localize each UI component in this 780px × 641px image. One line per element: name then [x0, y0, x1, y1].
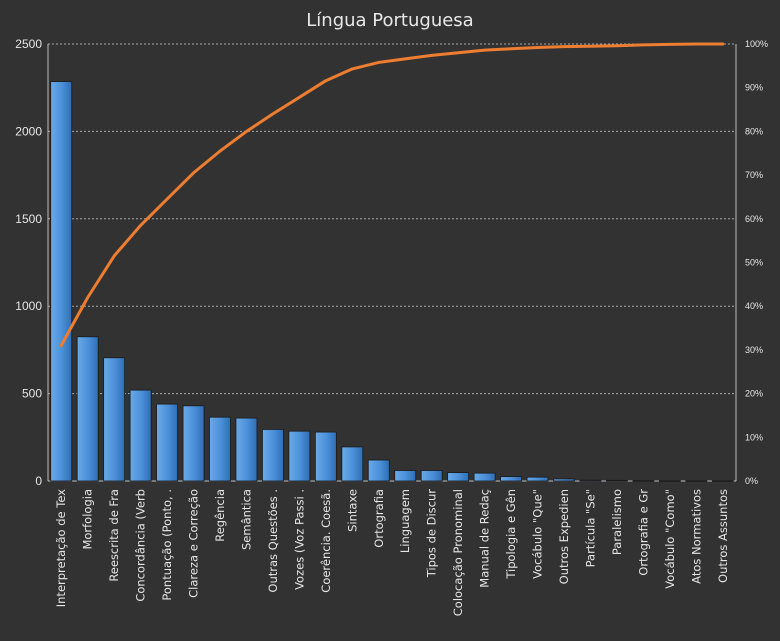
y-right-tick-label: 10% — [745, 432, 763, 442]
x-category-label: Outros Assuntos — [716, 489, 730, 583]
x-category-label: Tipos de Discur — [425, 489, 439, 579]
y-left-tick-label: 1000 — [15, 299, 42, 313]
bar — [394, 470, 417, 482]
y-right-tick-label: 40% — [745, 301, 763, 311]
bar — [288, 430, 311, 482]
bar — [235, 417, 258, 482]
x-category-label: Semântica — [239, 489, 253, 550]
bar — [156, 403, 178, 482]
x-category-label: Atos Normativos — [689, 489, 703, 584]
bar — [526, 476, 549, 482]
bar — [76, 336, 99, 482]
x-category-label: Manual de Redaç — [478, 489, 492, 588]
chart-title: Língua Portuguesa — [306, 10, 473, 31]
y-right-tick-label: 50% — [745, 258, 763, 268]
x-category-label: Coerência. Coesã. — [319, 489, 333, 593]
x-category-label: Tipologia e Gên — [504, 489, 518, 580]
x-category-label: Vocábulo "Como" — [663, 489, 677, 589]
cumulative-line-series — [59, 42, 725, 347]
bar — [341, 446, 364, 482]
x-category-label: Interpretação de Tex — [54, 489, 68, 607]
y-left-tick-label: 1500 — [15, 212, 42, 226]
y-right-tick-label: 100% — [745, 39, 768, 49]
x-category-label: Clareza e Correção — [187, 489, 201, 598]
y-right-tick-label: 60% — [745, 214, 763, 224]
y-left-tick-label: 2000 — [15, 124, 42, 138]
bar — [314, 431, 337, 482]
gridlines — [48, 43, 736, 395]
x-category-label: Colocação Pronominal — [451, 489, 465, 616]
x-category-label: Partícula "Se" — [583, 489, 597, 567]
bar — [262, 429, 284, 482]
x-category-label: Ortografia — [372, 489, 386, 548]
bar — [632, 480, 655, 482]
x-category-label: Outras Questões . — [266, 489, 280, 593]
bar — [579, 479, 602, 482]
x-category-label: Concordância (Verb — [134, 489, 148, 602]
x-category-label: Regência — [213, 489, 227, 542]
y-right-tick-label: 20% — [745, 389, 763, 399]
bar — [182, 405, 205, 482]
bar — [447, 472, 470, 482]
y-right-tick-label: 70% — [745, 170, 763, 180]
cumulative-line — [59, 42, 725, 347]
bar — [606, 479, 628, 482]
bar — [209, 416, 231, 482]
y-right-tick-label: 80% — [745, 126, 763, 136]
bar — [711, 480, 734, 482]
x-category-label: Reescrita de Fra — [107, 489, 121, 582]
y-right-tick-label: 30% — [745, 345, 763, 355]
category-labels: Interpretação de Tex Morfologia Reescrita … — [54, 489, 730, 617]
x-category-label: Vocábulo "Que" — [531, 489, 545, 579]
y-left-tick-label: 0 — [35, 474, 42, 488]
bar — [420, 470, 443, 482]
x-category-label: Linguagem — [398, 489, 412, 553]
y-right-tick-label: 90% — [745, 83, 763, 93]
x-category-label: Sintaxe — [345, 489, 359, 532]
bar — [658, 480, 681, 482]
x-category-label: Paralelismo — [610, 489, 624, 555]
x-category-label: Pontuação (Ponto, . — [160, 489, 174, 601]
bar — [129, 389, 152, 482]
bar — [367, 459, 390, 482]
bar — [103, 357, 126, 482]
x-category-label: Outros Expedien — [557, 489, 571, 584]
y-right-tick-label: 0% — [745, 476, 758, 486]
bar — [553, 478, 575, 482]
x-category-label: Vozes (Voz Passi . — [292, 489, 306, 590]
bar-series — [50, 81, 734, 482]
y-left-tick-label: 500 — [22, 387, 42, 401]
x-category-label: Ortografia e Gr — [636, 489, 650, 576]
y-left-tick-label: 2500 — [15, 37, 42, 51]
bar — [50, 81, 73, 482]
right-axis: 0% 10% 20% 30% 40% 50% 60% 70% 80% 90% 100% — [735, 39, 768, 486]
bar — [473, 472, 496, 482]
x-category-label: Morfologia — [81, 489, 95, 550]
bar — [685, 480, 708, 482]
bar — [500, 476, 522, 482]
